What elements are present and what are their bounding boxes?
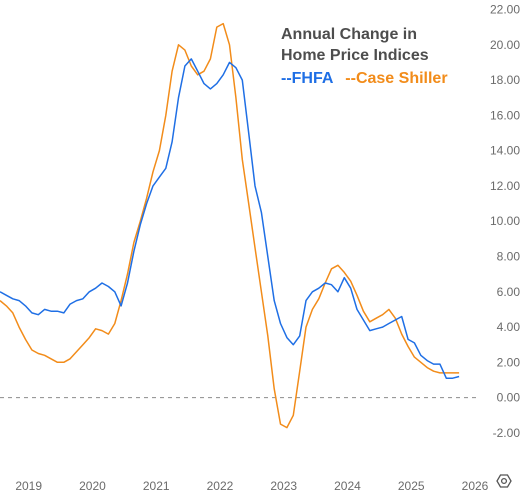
x-tick-label: 2023: [270, 479, 297, 492]
y-tick-label: 20.00: [490, 38, 520, 52]
y-tick-label: 10.00: [490, 214, 520, 228]
x-tick-label: 2026: [462, 479, 489, 492]
y-axis-ticks: 22.00 20.00 18.00 16.00 14.00 12.00 10.00 8.00 6…: [490, 3, 520, 440]
legend-entry-case-shiller: --Case Shiller: [345, 70, 448, 87]
y-tick-label: 22.00: [490, 3, 520, 17]
series-line-case-shiller: [0, 22, 460, 429]
y-tick-label: 8.00: [497, 249, 521, 263]
series-lines: [0, 22, 460, 429]
chart-legend: --FHFA --Case Shiller: [281, 70, 448, 88]
x-tick-label: 2024: [334, 479, 361, 492]
y-tick-label: 14.00: [490, 144, 520, 158]
x-axis-ticks: 2019 2020 2021 2022 2023 2024 2025 2026: [15, 479, 488, 492]
series-line-fhfa: [0, 58, 460, 379]
y-tick-label: 2.00: [497, 355, 521, 369]
y-tick-label: 4.00: [497, 320, 521, 334]
x-tick-label: 2019: [15, 479, 42, 492]
x-tick-label: 2021: [143, 479, 170, 492]
chart-title-line-2: Home Price Indices: [281, 47, 429, 64]
y-tick-label: 16.00: [490, 108, 520, 122]
y-tick-label: -2.00: [493, 426, 521, 440]
settings-icon[interactable]: [496, 473, 512, 489]
chart-title: Annual Change in Home Price Indices: [281, 24, 429, 66]
x-tick-label: 2020: [79, 479, 106, 492]
x-tick-label: 2022: [207, 479, 234, 492]
y-tick-label: 18.00: [490, 73, 520, 87]
chart-title-line-1: Annual Change in: [281, 26, 417, 43]
y-tick-label: 6.00: [497, 285, 521, 299]
x-tick-label: 2025: [398, 479, 425, 492]
legend-entry-fhfa: --FHFA: [281, 70, 333, 87]
y-tick-label: 12.00: [490, 179, 520, 193]
y-tick-label: 0.00: [497, 391, 521, 405]
